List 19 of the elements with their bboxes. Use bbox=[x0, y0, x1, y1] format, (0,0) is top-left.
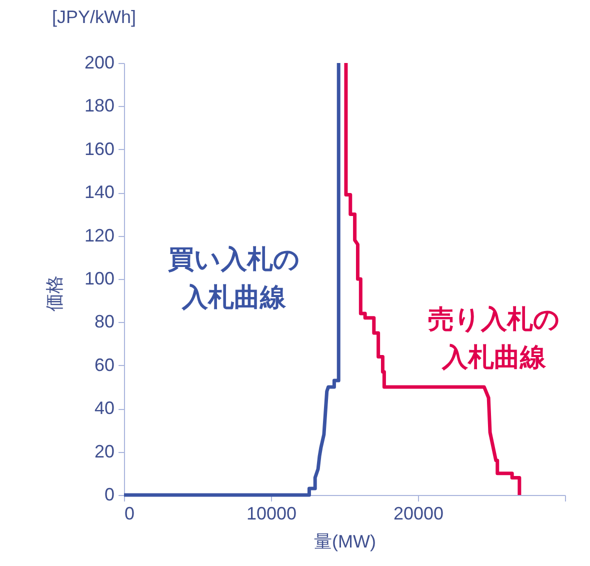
y-tick-label: 20 bbox=[94, 441, 114, 462]
y-tick-label: 80 bbox=[94, 312, 114, 332]
y-tick-label: 200 bbox=[84, 52, 114, 72]
text: [JPY/kWh] bbox=[52, 7, 136, 27]
y-tick-label: 0 bbox=[104, 484, 114, 504]
y-tick-label: 60 bbox=[94, 354, 114, 375]
y-tick-label: 140 bbox=[84, 182, 114, 202]
x-tick-label: 0 bbox=[124, 504, 135, 524]
y-tick-label: 40 bbox=[94, 398, 114, 418]
y-tick-label: 100 bbox=[84, 268, 114, 288]
y-tick-label: 120 bbox=[84, 225, 114, 246]
y-tick-label: 180 bbox=[84, 96, 114, 116]
y-axis-title: 価格 bbox=[44, 276, 64, 312]
y-tick-label: 160 bbox=[84, 138, 114, 159]
x-tick-label: 20000 bbox=[393, 504, 444, 524]
x-tick-label: 10000 bbox=[246, 504, 297, 524]
x-axis-title: 量(MW) bbox=[314, 532, 376, 552]
series-label: 売り入札の入札曲線 bbox=[428, 304, 560, 372]
series-label: 買い入札の入札曲線 bbox=[168, 244, 300, 312]
